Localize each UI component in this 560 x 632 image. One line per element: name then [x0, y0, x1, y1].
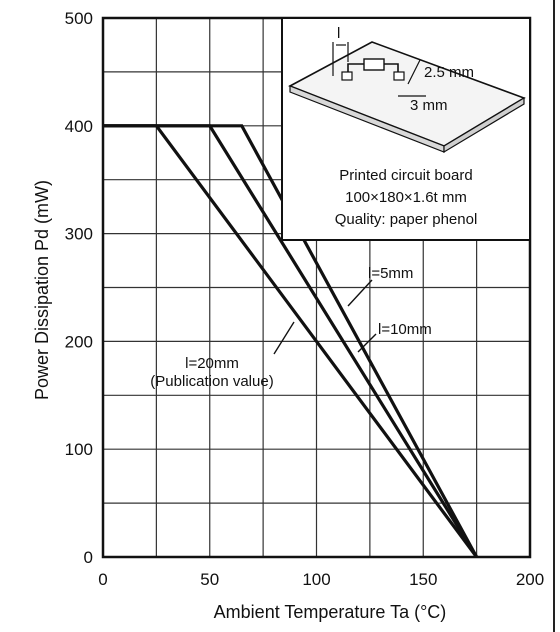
pad-right	[393, 71, 405, 81]
annotation-l5: l=5mm	[368, 265, 413, 282]
l5-arrow	[347, 279, 373, 307]
annotation-l10: l=10mm	[378, 321, 432, 338]
x-tick-label: 150	[409, 570, 437, 589]
l10-arrow	[357, 333, 377, 353]
x-tick-label: 50	[200, 570, 219, 589]
l20-arrow	[273, 321, 295, 355]
tick-labels: 0 50 100 150 200 0 100 200 300 400 500	[65, 9, 545, 589]
y-tick-label: 200	[65, 332, 93, 351]
dim1-arrow	[407, 59, 421, 85]
y-tick-label: 400	[65, 117, 93, 136]
component-leads	[347, 63, 399, 74]
inset-dim1: 2.5 mm	[424, 64, 474, 81]
inset-line1: Printed circuit board	[339, 167, 472, 184]
y-tick-label: 100	[65, 440, 93, 459]
inset-line3: Quality: paper phenol	[335, 211, 478, 228]
annotation-l20-line1: l=20mm	[185, 355, 239, 372]
pad-left	[341, 71, 353, 81]
inset-dim2: 3 mm	[410, 97, 448, 114]
annotation-l20-line2: (Publication value)	[150, 373, 273, 390]
y-tick-label: 500	[65, 9, 93, 28]
inset-l-label: l	[337, 25, 340, 42]
y-tick-label: 300	[65, 225, 93, 244]
series-line-3	[103, 124, 478, 558]
x-axis-title: Ambient Temperature Ta (°C)	[214, 602, 447, 622]
inset: l 2.5 mm 3 mm Printed circuit board 100×…	[281, 17, 531, 241]
y-axis-title-group: Power Dissipation Pd (mW)	[32, 180, 52, 400]
series-group	[103, 124, 479, 558]
inset-line2: 100×180×1.6t mm	[345, 189, 467, 206]
pcb-board-side	[443, 96, 525, 154]
y-tick-label: 0	[84, 548, 93, 567]
y-axis-title: Power Dissipation Pd (mW)	[32, 180, 52, 400]
x-tick-label: 0	[98, 570, 107, 589]
x-tick-label: 200	[516, 570, 544, 589]
x-tick-label: 100	[302, 570, 330, 589]
component-body	[363, 58, 385, 71]
